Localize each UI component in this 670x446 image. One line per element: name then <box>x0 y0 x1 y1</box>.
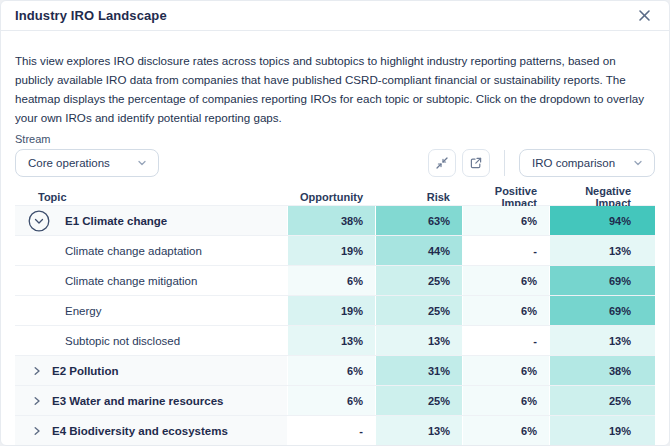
industry-iro-landscape-modal: Industry IRO Landscape This view explore… <box>0 0 670 446</box>
heatmap-cell: 6% <box>462 266 549 295</box>
description-text: This view explores IRO disclosure rates … <box>15 51 655 127</box>
vertical-divider <box>504 150 505 176</box>
chevron-down-icon <box>632 157 644 169</box>
heatmap-cell: 6% <box>462 386 549 415</box>
heatmap-cell: 6% <box>462 416 549 445</box>
topic-row: E3 Water and marine resources6%25%6%25% <box>15 385 655 415</box>
column-header-opportunity: Opportunity <box>287 191 375 203</box>
heatmap-cell: 44% <box>375 236 462 265</box>
table-header-row: Topic Opportunity Risk Positive Impact N… <box>15 185 655 205</box>
row-label: Subtopic not disclosed <box>65 335 180 347</box>
modal-header: Industry IRO Landscape <box>1 1 669 31</box>
heatmap-cell: 25% <box>375 266 462 295</box>
heatmap-cell: 19% <box>549 416 655 445</box>
heatmap-cell: 63% <box>375 206 462 235</box>
heatmap-cell: 13% <box>549 326 655 355</box>
topic-row: E4 Biodiversity and ecosystems -13%6%19% <box>15 415 655 445</box>
row-label-cell: E4 Biodiversity and ecosystems <box>15 416 287 445</box>
heatmap-cell: 25% <box>375 296 462 325</box>
collapse-button[interactable] <box>428 149 456 177</box>
expand-row-chevron-icon[interactable] <box>32 366 42 376</box>
heatmap-cell: 6% <box>287 266 375 295</box>
row-label-cell: E3 Water and marine resources <box>15 386 287 415</box>
topic-row: E2 Pollution6%31%6%38% <box>15 355 655 385</box>
heatmap-cell: - <box>462 236 549 265</box>
heatmap-rows: E1 Climate change38%63%6%94%Climate chan… <box>15 205 655 446</box>
column-header-topic: Topic <box>15 191 287 203</box>
subtopic-row: Climate change adaptation 19%44%-13% <box>15 235 655 265</box>
stream-select-value: Core operations <box>28 157 110 169</box>
subtopic-row: Subtopic not disclosed13%13%-13% <box>15 325 655 355</box>
expand-row-chevron-icon[interactable] <box>32 426 42 436</box>
subtopic-row: Climate change mitigation6%25%6%69% <box>15 265 655 295</box>
stream-field: Stream Core operations <box>15 133 159 177</box>
heatmap-cell: 25% <box>375 386 462 415</box>
heatmap-cell: 69% <box>549 266 655 295</box>
row-label-cell: Subtopic not disclosed <box>15 326 287 355</box>
heatmap-cell: 13% <box>549 236 655 265</box>
open-external-button[interactable] <box>462 149 490 177</box>
heatmap-cell: 6% <box>462 296 549 325</box>
chevron-down-icon <box>136 157 148 169</box>
topic-row: E1 Climate change 38%63%6%94% <box>15 205 655 235</box>
close-icon <box>638 9 651 22</box>
iro-comparison-select[interactable]: IRO comparison <box>519 149 655 177</box>
column-header-risk: Risk <box>375 191 462 203</box>
expand-row-chevron-icon[interactable] <box>32 396 42 406</box>
subtopic-row: Energy 19%25%6%69% <box>15 295 655 325</box>
heatmap-cell: 69% <box>549 296 655 325</box>
heatmap-table: Topic Opportunity Risk Positive Impact N… <box>15 185 655 446</box>
heatmap-cell: 6% <box>462 206 549 235</box>
heatmap-cell: 13% <box>375 416 462 445</box>
external-link-icon <box>470 157 482 169</box>
heatmap-cell: 6% <box>287 356 375 385</box>
iro-comparison-value: IRO comparison <box>532 157 615 169</box>
heatmap-cell: 19% <box>287 296 375 325</box>
row-label-cell: Climate change adaptation <box>15 236 287 265</box>
controls-row: Stream Core operations <box>15 133 655 177</box>
page-title: Industry IRO Landscape <box>15 8 167 23</box>
heatmap-cell: - <box>287 416 375 445</box>
modal-body: This view explores IRO disclosure rates … <box>1 51 669 446</box>
heatmap-cell: 25% <box>549 386 655 415</box>
right-controls: IRO comparison <box>428 149 655 177</box>
row-label-cell: E2 Pollution <box>15 356 287 385</box>
stream-label: Stream <box>15 133 159 145</box>
close-button[interactable] <box>636 7 653 24</box>
heatmap-cell: 13% <box>375 326 462 355</box>
heatmap-cell: 38% <box>549 356 655 385</box>
row-label: Climate change adaptation <box>65 245 202 257</box>
heatmap-cell: 13% <box>287 326 375 355</box>
collapse-row-chevron-icon[interactable] <box>28 210 50 232</box>
row-label-cell: Energy <box>15 296 287 325</box>
heatmap-cell: 31% <box>375 356 462 385</box>
row-label: E4 Biodiversity and ecosystems <box>52 425 228 437</box>
collapse-icon <box>436 157 448 169</box>
row-label: E2 Pollution <box>52 365 118 377</box>
row-label: Energy <box>65 305 101 317</box>
stream-select[interactable]: Core operations <box>15 149 159 177</box>
heatmap-cell: 38% <box>287 206 375 235</box>
row-label-cell: Climate change mitigation <box>15 266 287 295</box>
heatmap-cell: 19% <box>287 236 375 265</box>
heatmap-cell: 6% <box>462 356 549 385</box>
heatmap-cell: - <box>462 326 549 355</box>
heatmap-cell: 94% <box>549 206 655 235</box>
heatmap-cell: 6% <box>287 386 375 415</box>
row-label: Climate change mitigation <box>65 275 197 287</box>
row-label: E1 Climate change <box>65 215 167 227</box>
row-label: E3 Water and marine resources <box>52 395 224 407</box>
row-label-cell: E1 Climate change <box>15 206 287 235</box>
